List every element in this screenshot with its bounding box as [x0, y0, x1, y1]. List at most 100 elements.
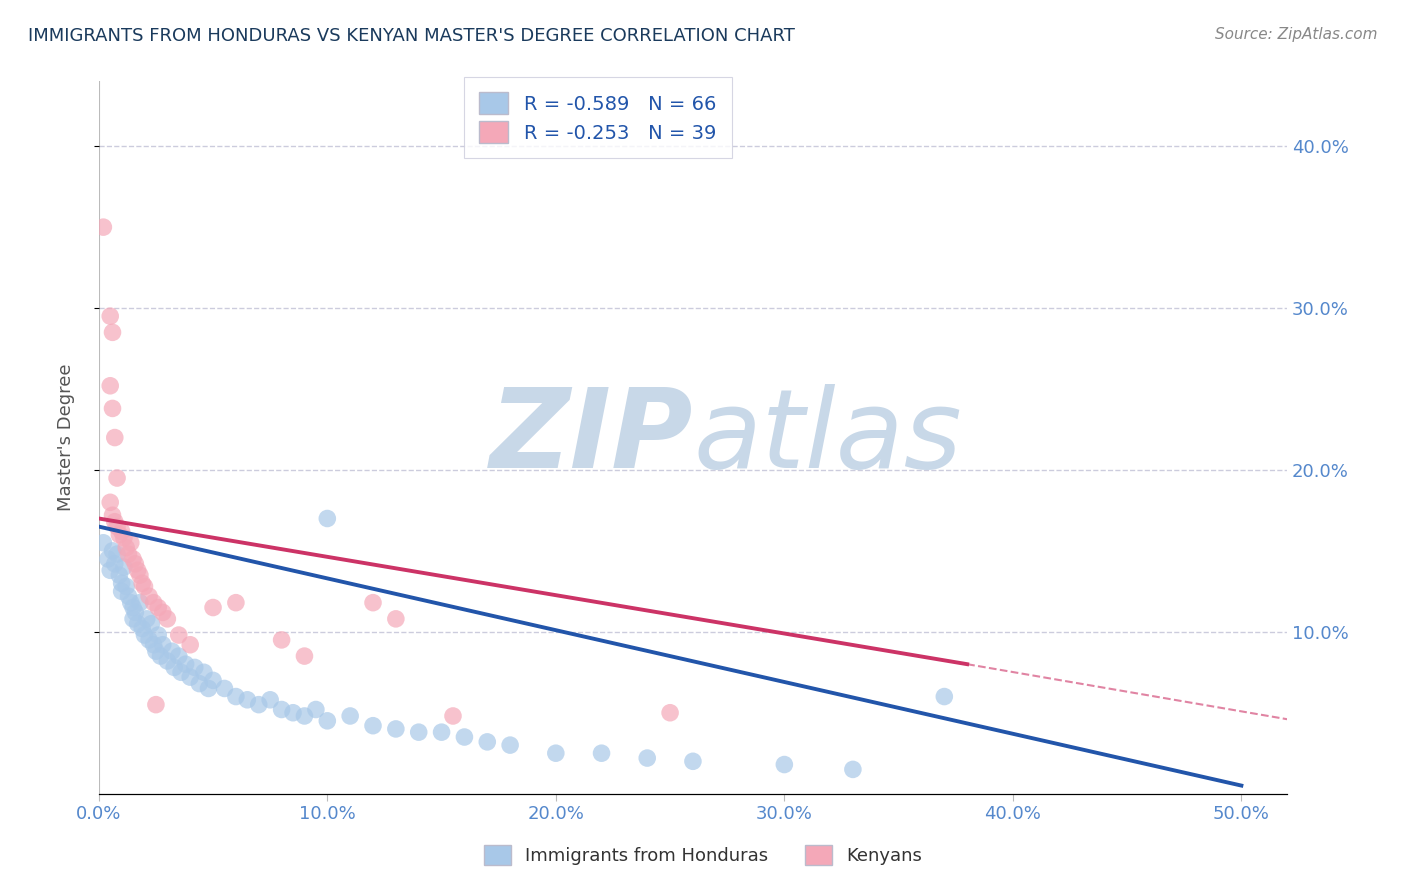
Point	[430, 725, 453, 739]
Point	[115, 579, 138, 593]
Point	[270, 632, 292, 647]
Point	[156, 612, 179, 626]
Point	[193, 665, 215, 680]
Point	[124, 557, 146, 571]
Point	[202, 600, 225, 615]
Point	[385, 722, 408, 736]
Point	[408, 725, 430, 739]
Point	[453, 730, 475, 744]
Point	[499, 738, 522, 752]
Point	[682, 754, 704, 768]
Point	[148, 628, 170, 642]
Point	[152, 606, 174, 620]
Text: atlas: atlas	[693, 384, 962, 491]
Point	[101, 401, 124, 416]
Point	[339, 709, 361, 723]
Point	[247, 698, 270, 712]
Point	[160, 644, 183, 658]
Point	[127, 563, 149, 577]
Point	[281, 706, 304, 720]
Point	[236, 693, 259, 707]
Point	[101, 544, 124, 558]
Point	[104, 515, 127, 529]
Point	[112, 531, 135, 545]
Point	[170, 665, 193, 680]
Point	[141, 616, 163, 631]
Point	[202, 673, 225, 688]
Point	[225, 690, 247, 704]
Point	[138, 589, 160, 603]
Point	[105, 471, 128, 485]
Point	[112, 560, 135, 574]
Point	[156, 654, 179, 668]
Point	[122, 600, 145, 615]
Point	[98, 495, 121, 509]
Point	[145, 698, 167, 712]
Point	[842, 763, 865, 777]
Point	[131, 622, 153, 636]
Point	[101, 326, 124, 340]
Point	[98, 378, 121, 392]
Point	[316, 511, 339, 525]
Point	[167, 628, 190, 642]
Point	[259, 693, 281, 707]
Point	[441, 709, 464, 723]
Point	[108, 568, 131, 582]
Point	[294, 709, 316, 723]
Point	[184, 660, 207, 674]
Point	[127, 616, 149, 631]
Point	[93, 535, 115, 549]
Point	[179, 638, 201, 652]
Point	[131, 576, 153, 591]
Point	[149, 649, 172, 664]
Point	[174, 657, 197, 672]
Point	[111, 584, 134, 599]
Point	[115, 541, 138, 555]
Point	[98, 309, 121, 323]
Point	[129, 568, 152, 582]
Point	[108, 527, 131, 541]
Point	[163, 660, 186, 674]
Point	[97, 552, 120, 566]
Text: Source: ZipAtlas.com: Source: ZipAtlas.com	[1215, 27, 1378, 42]
Point	[214, 681, 236, 696]
Point	[188, 676, 211, 690]
Point	[773, 757, 796, 772]
Point	[270, 702, 292, 716]
Point	[294, 649, 316, 664]
Point	[477, 735, 499, 749]
Point	[361, 719, 384, 733]
Point	[124, 606, 146, 620]
Point	[385, 612, 408, 626]
Point	[135, 612, 157, 626]
Point	[104, 557, 127, 571]
Point	[152, 638, 174, 652]
Point	[98, 563, 121, 577]
Point	[120, 535, 142, 549]
Legend: R = -0.589   N = 66, R = -0.253   N = 39: R = -0.589 N = 66, R = -0.253 N = 39	[464, 77, 733, 158]
Point	[659, 706, 682, 720]
Point	[138, 632, 160, 647]
Y-axis label: Master's Degree: Master's Degree	[58, 364, 75, 511]
Point	[111, 576, 134, 591]
Point	[167, 649, 190, 664]
Point	[105, 547, 128, 561]
Point	[120, 596, 142, 610]
Point	[111, 524, 134, 539]
Point	[134, 628, 156, 642]
Point	[122, 552, 145, 566]
Text: IMMIGRANTS FROM HONDURAS VS KENYAN MASTER'S DEGREE CORRELATION CHART: IMMIGRANTS FROM HONDURAS VS KENYAN MASTE…	[28, 27, 794, 45]
Point	[134, 579, 156, 593]
Point	[105, 519, 128, 533]
Point	[101, 508, 124, 523]
Point	[104, 431, 127, 445]
Legend: Immigrants from Honduras, Kenyans: Immigrants from Honduras, Kenyans	[475, 836, 931, 874]
Point	[636, 751, 658, 765]
Point	[305, 702, 328, 716]
Text: ZIP: ZIP	[489, 384, 693, 491]
Point	[544, 746, 567, 760]
Point	[934, 690, 956, 704]
Point	[129, 596, 152, 610]
Point	[122, 612, 145, 626]
Point	[93, 220, 115, 235]
